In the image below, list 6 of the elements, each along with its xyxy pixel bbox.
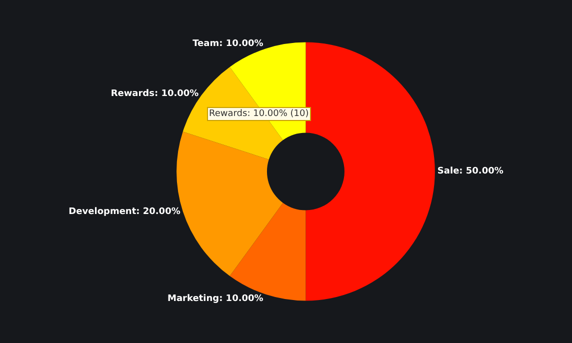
slice-label: Sale: 50.00% [437,166,504,176]
slice-label: Marketing: 10.00% [168,294,264,304]
slice-label: Team: 10.00% [192,39,264,50]
slice-label: Development: 20.00% [68,206,180,217]
text: Rewards: 10.00% (10) [209,109,309,119]
slice-label: Rewards: 10.00% [110,88,199,99]
